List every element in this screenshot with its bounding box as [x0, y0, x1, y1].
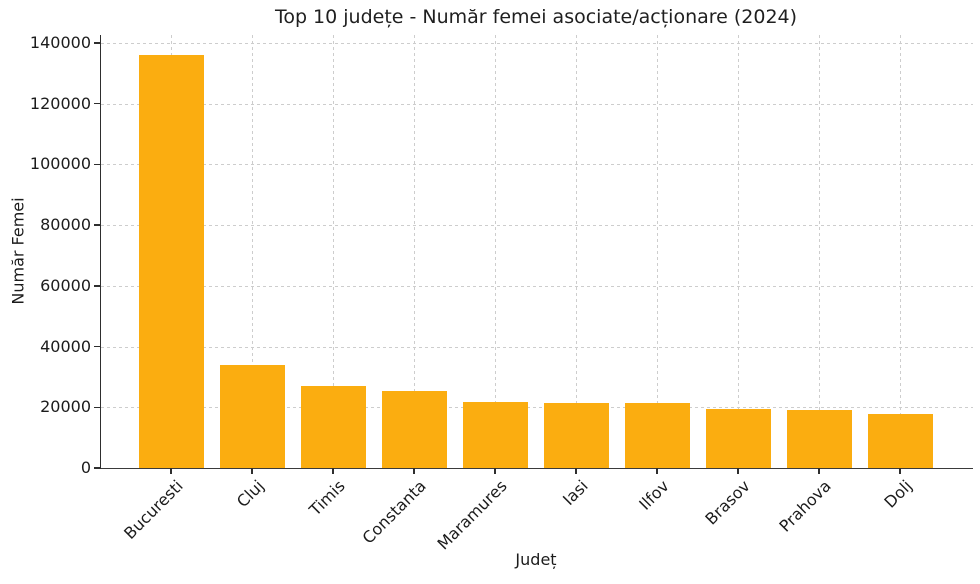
y-tick-label: 120000	[29, 93, 91, 113]
x-tick-mark	[899, 468, 901, 474]
bar	[138, 55, 204, 468]
y-tick-label: 60000	[40, 275, 91, 295]
bar	[219, 365, 285, 468]
y-tick-mark	[94, 102, 101, 105]
y-tick-mark	[94, 163, 101, 166]
bar	[462, 402, 528, 468]
y-tick-mark	[94, 345, 101, 348]
y-tick-mark	[94, 406, 101, 409]
grid-line-horizontal	[101, 225, 973, 227]
x-axis-label: Județ	[515, 550, 557, 569]
y-tick-label: 100000	[29, 154, 91, 174]
y-tick-mark	[94, 224, 101, 226]
bar	[381, 391, 447, 468]
grid-line-vertical	[333, 35, 334, 468]
bar	[786, 410, 852, 468]
x-tick-mark	[332, 468, 334, 474]
grid-line-horizontal	[101, 346, 973, 348]
grid-line-vertical	[738, 35, 739, 468]
x-tick-mark	[251, 468, 253, 474]
grid-line-vertical	[495, 35, 496, 468]
x-tick-mark	[494, 468, 496, 474]
grid-line-horizontal	[101, 103, 973, 105]
x-tick-mark	[575, 468, 577, 474]
grid-line-horizontal	[101, 42, 973, 44]
x-tick-mark	[818, 468, 820, 474]
bar	[624, 403, 690, 468]
grid-line-horizontal	[101, 285, 973, 287]
grid-line-vertical	[657, 35, 658, 468]
y-tick-mark	[94, 285, 101, 287]
grid-line-vertical	[900, 35, 901, 468]
chart-title: Top 10 județe - Număr femei asociate/acț…	[274, 6, 798, 28]
grid-line-vertical	[576, 35, 577, 468]
bar	[543, 403, 609, 468]
grid-line-vertical	[414, 35, 415, 468]
grid-line-vertical	[252, 35, 253, 468]
y-tick-label: 40000	[40, 336, 91, 356]
x-tick-mark	[656, 468, 658, 474]
y-tick-label: 140000	[29, 32, 91, 52]
bar	[705, 409, 771, 468]
y-tick-label: 80000	[40, 215, 91, 235]
grid-line-horizontal	[101, 407, 973, 409]
bar	[300, 386, 366, 468]
x-tick-mark	[413, 468, 415, 474]
y-tick-mark	[94, 42, 101, 44]
grid-line-horizontal	[101, 164, 973, 166]
grid-line-vertical	[819, 35, 820, 468]
x-tick-mark	[737, 468, 739, 474]
y-tick-mark	[94, 467, 101, 469]
x-tick-mark	[170, 468, 172, 474]
plot-area: 0 20000 40000 60000 80000 100000 120000 140000 B…	[30, 33, 973, 553]
y-tick-label: 20000	[40, 397, 91, 417]
bar	[867, 414, 933, 468]
y-tick-label: 0	[80, 458, 91, 477]
